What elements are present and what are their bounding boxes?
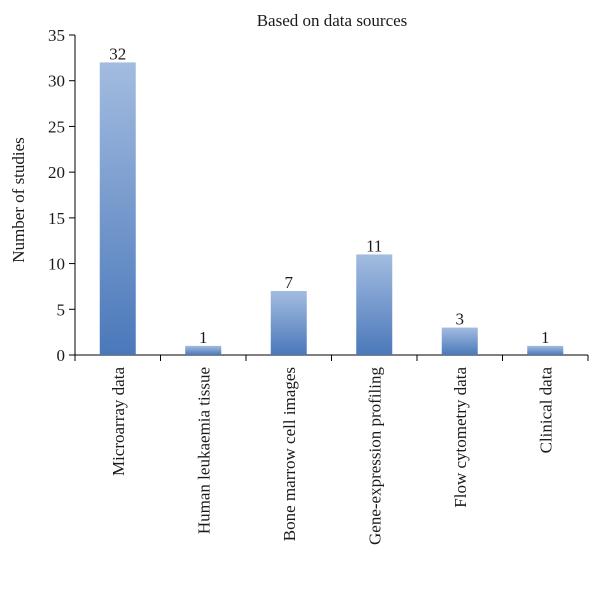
category-label: Clinical data: [536, 367, 555, 454]
bar: [527, 345, 564, 355]
y-tick-label: 30: [48, 72, 65, 91]
category-label: Bone marrow cell images: [280, 367, 299, 541]
y-tick-label: 5: [57, 300, 66, 319]
data-label: 32: [109, 44, 126, 63]
category-label: Microarray data: [109, 367, 128, 476]
data-label: 11: [366, 236, 382, 255]
category-label: Flow cytometry data: [451, 367, 470, 508]
y-tick-label: 25: [48, 117, 65, 136]
y-tick-label: 20: [48, 163, 65, 182]
bar: [270, 291, 307, 355]
bar: [99, 62, 136, 356]
bar: [356, 254, 393, 355]
data-label: 1: [199, 328, 208, 347]
y-axis-label: Number of studies: [9, 137, 28, 263]
y-tick-label: 15: [48, 209, 65, 228]
category-label: Gene-expression profiling: [365, 367, 384, 545]
data-label: 7: [285, 273, 294, 292]
data-label: 1: [541, 328, 550, 347]
chart-title: Based on data sources: [257, 11, 408, 30]
bar: [441, 327, 478, 355]
plot-area: 0 5 10 15 20 25 30 35 32 Microarray data 1 Human le…: [48, 26, 589, 545]
data-label: 3: [456, 310, 465, 329]
y-tick-label: 0: [57, 346, 66, 365]
category-label: Human leukaemia tissue: [194, 367, 213, 534]
y-tick-label: 35: [48, 26, 65, 45]
bar: [185, 345, 222, 355]
y-tick-label: 10: [48, 255, 65, 274]
